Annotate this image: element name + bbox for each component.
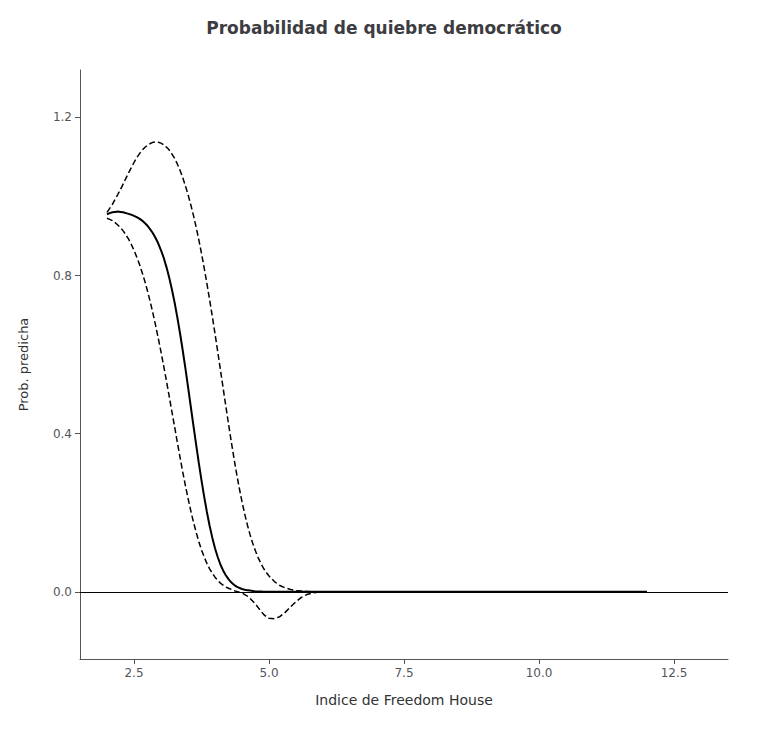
svg-text:10.0: 10.0: [526, 666, 553, 680]
svg-text:12.5: 12.5: [661, 666, 688, 680]
svg-text:5.0: 5.0: [259, 666, 278, 680]
svg-text:7.5: 7.5: [394, 666, 413, 680]
svg-text:2.5: 2.5: [124, 666, 143, 680]
svg-text:1.2: 1.2: [53, 110, 72, 124]
svg-text:Prob. predicha: Prob. predicha: [16, 318, 31, 412]
svg-text:0.8: 0.8: [53, 269, 72, 283]
svg-text:0.0: 0.0: [53, 585, 72, 599]
svg-text:Probabilidad de quiebre democr: Probabilidad de quiebre democrático: [206, 18, 562, 38]
svg-text:Indice de Freedom House: Indice de Freedom House: [315, 692, 493, 708]
svg-text:0.4: 0.4: [53, 427, 72, 441]
